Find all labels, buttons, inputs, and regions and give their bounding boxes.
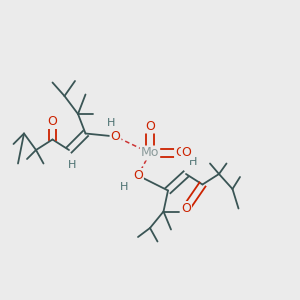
Text: H: H [120,182,129,193]
Text: H: H [189,157,198,167]
Text: Mo: Mo [141,146,159,160]
Text: O: O [48,115,57,128]
Text: O: O [133,169,143,182]
Text: O: O [182,146,191,160]
Text: O: O [175,146,185,160]
Text: O: O [111,130,120,143]
Text: H: H [107,118,115,128]
Text: O: O [145,119,155,133]
Text: O: O [181,202,191,215]
Text: H: H [68,160,76,170]
